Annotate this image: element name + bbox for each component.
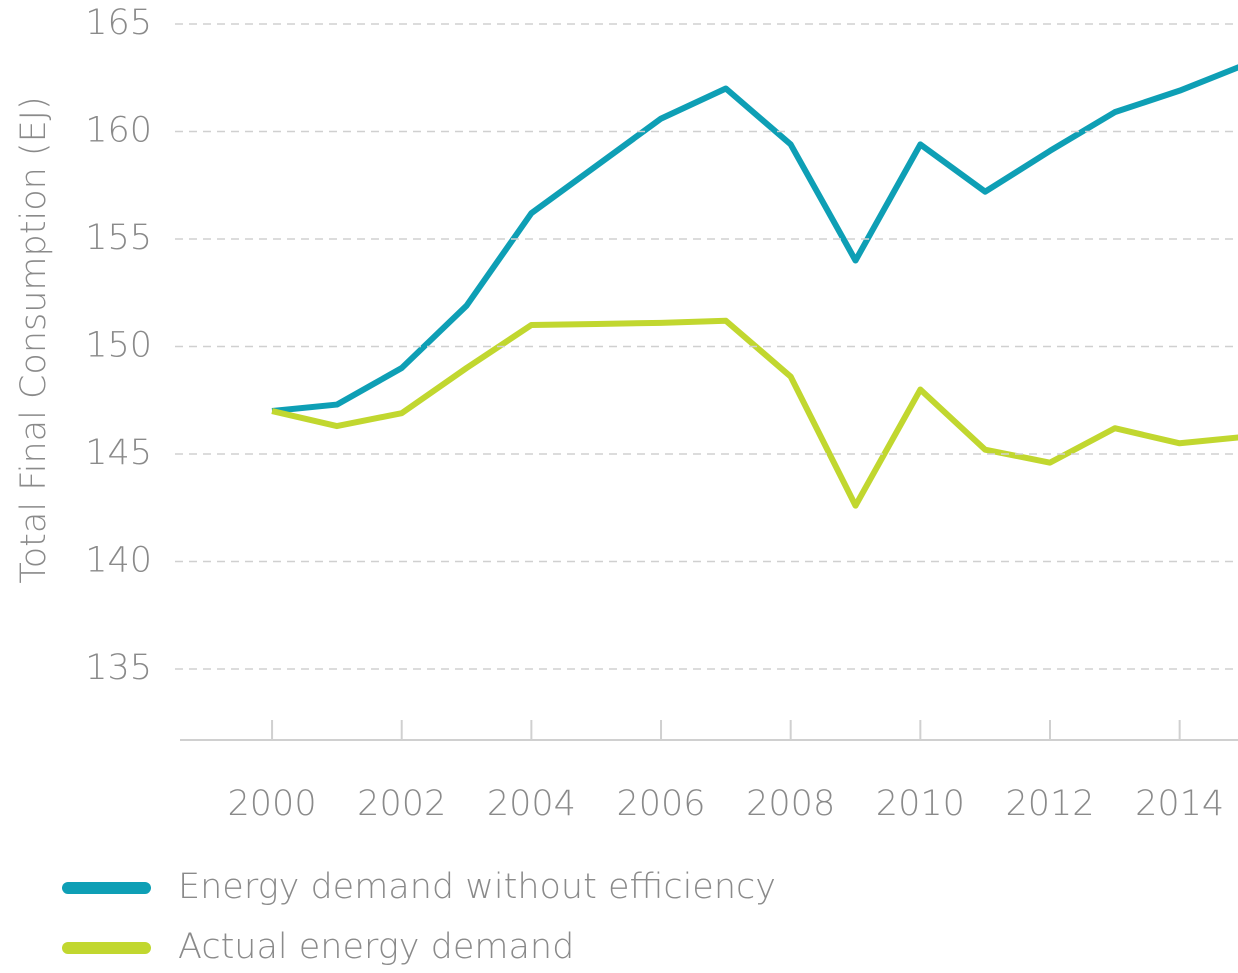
x-tick-label: 2002	[357, 784, 446, 824]
legend-label: Energy demand without efficiency	[178, 867, 776, 907]
x-tick-label: 2000	[228, 784, 317, 824]
y-axis-label: Total Final Consumption (EJ)	[14, 96, 54, 583]
legend-label: Actual energy demand	[178, 927, 574, 967]
y-tick-label: 165	[85, 3, 152, 43]
x-tick-label: 2012	[1005, 784, 1094, 824]
y-tick-label: 140	[85, 541, 152, 581]
y-tick-label: 155	[85, 218, 152, 258]
data-line	[271, 317, 1238, 509]
data-line	[271, 64, 1238, 415]
x-tick-label: 2006	[616, 784, 705, 824]
x-tick-label: 2004	[487, 784, 576, 824]
y-tick-label: 145	[85, 433, 152, 473]
x-tick-label: 2014	[1135, 784, 1224, 824]
y-tick-label: 150	[85, 326, 152, 366]
y-tick-label: 135	[85, 648, 152, 688]
x-tick-label: 2010	[876, 784, 965, 824]
x-tick-label: 2008	[746, 784, 835, 824]
y-tick-label: 160	[85, 111, 152, 151]
